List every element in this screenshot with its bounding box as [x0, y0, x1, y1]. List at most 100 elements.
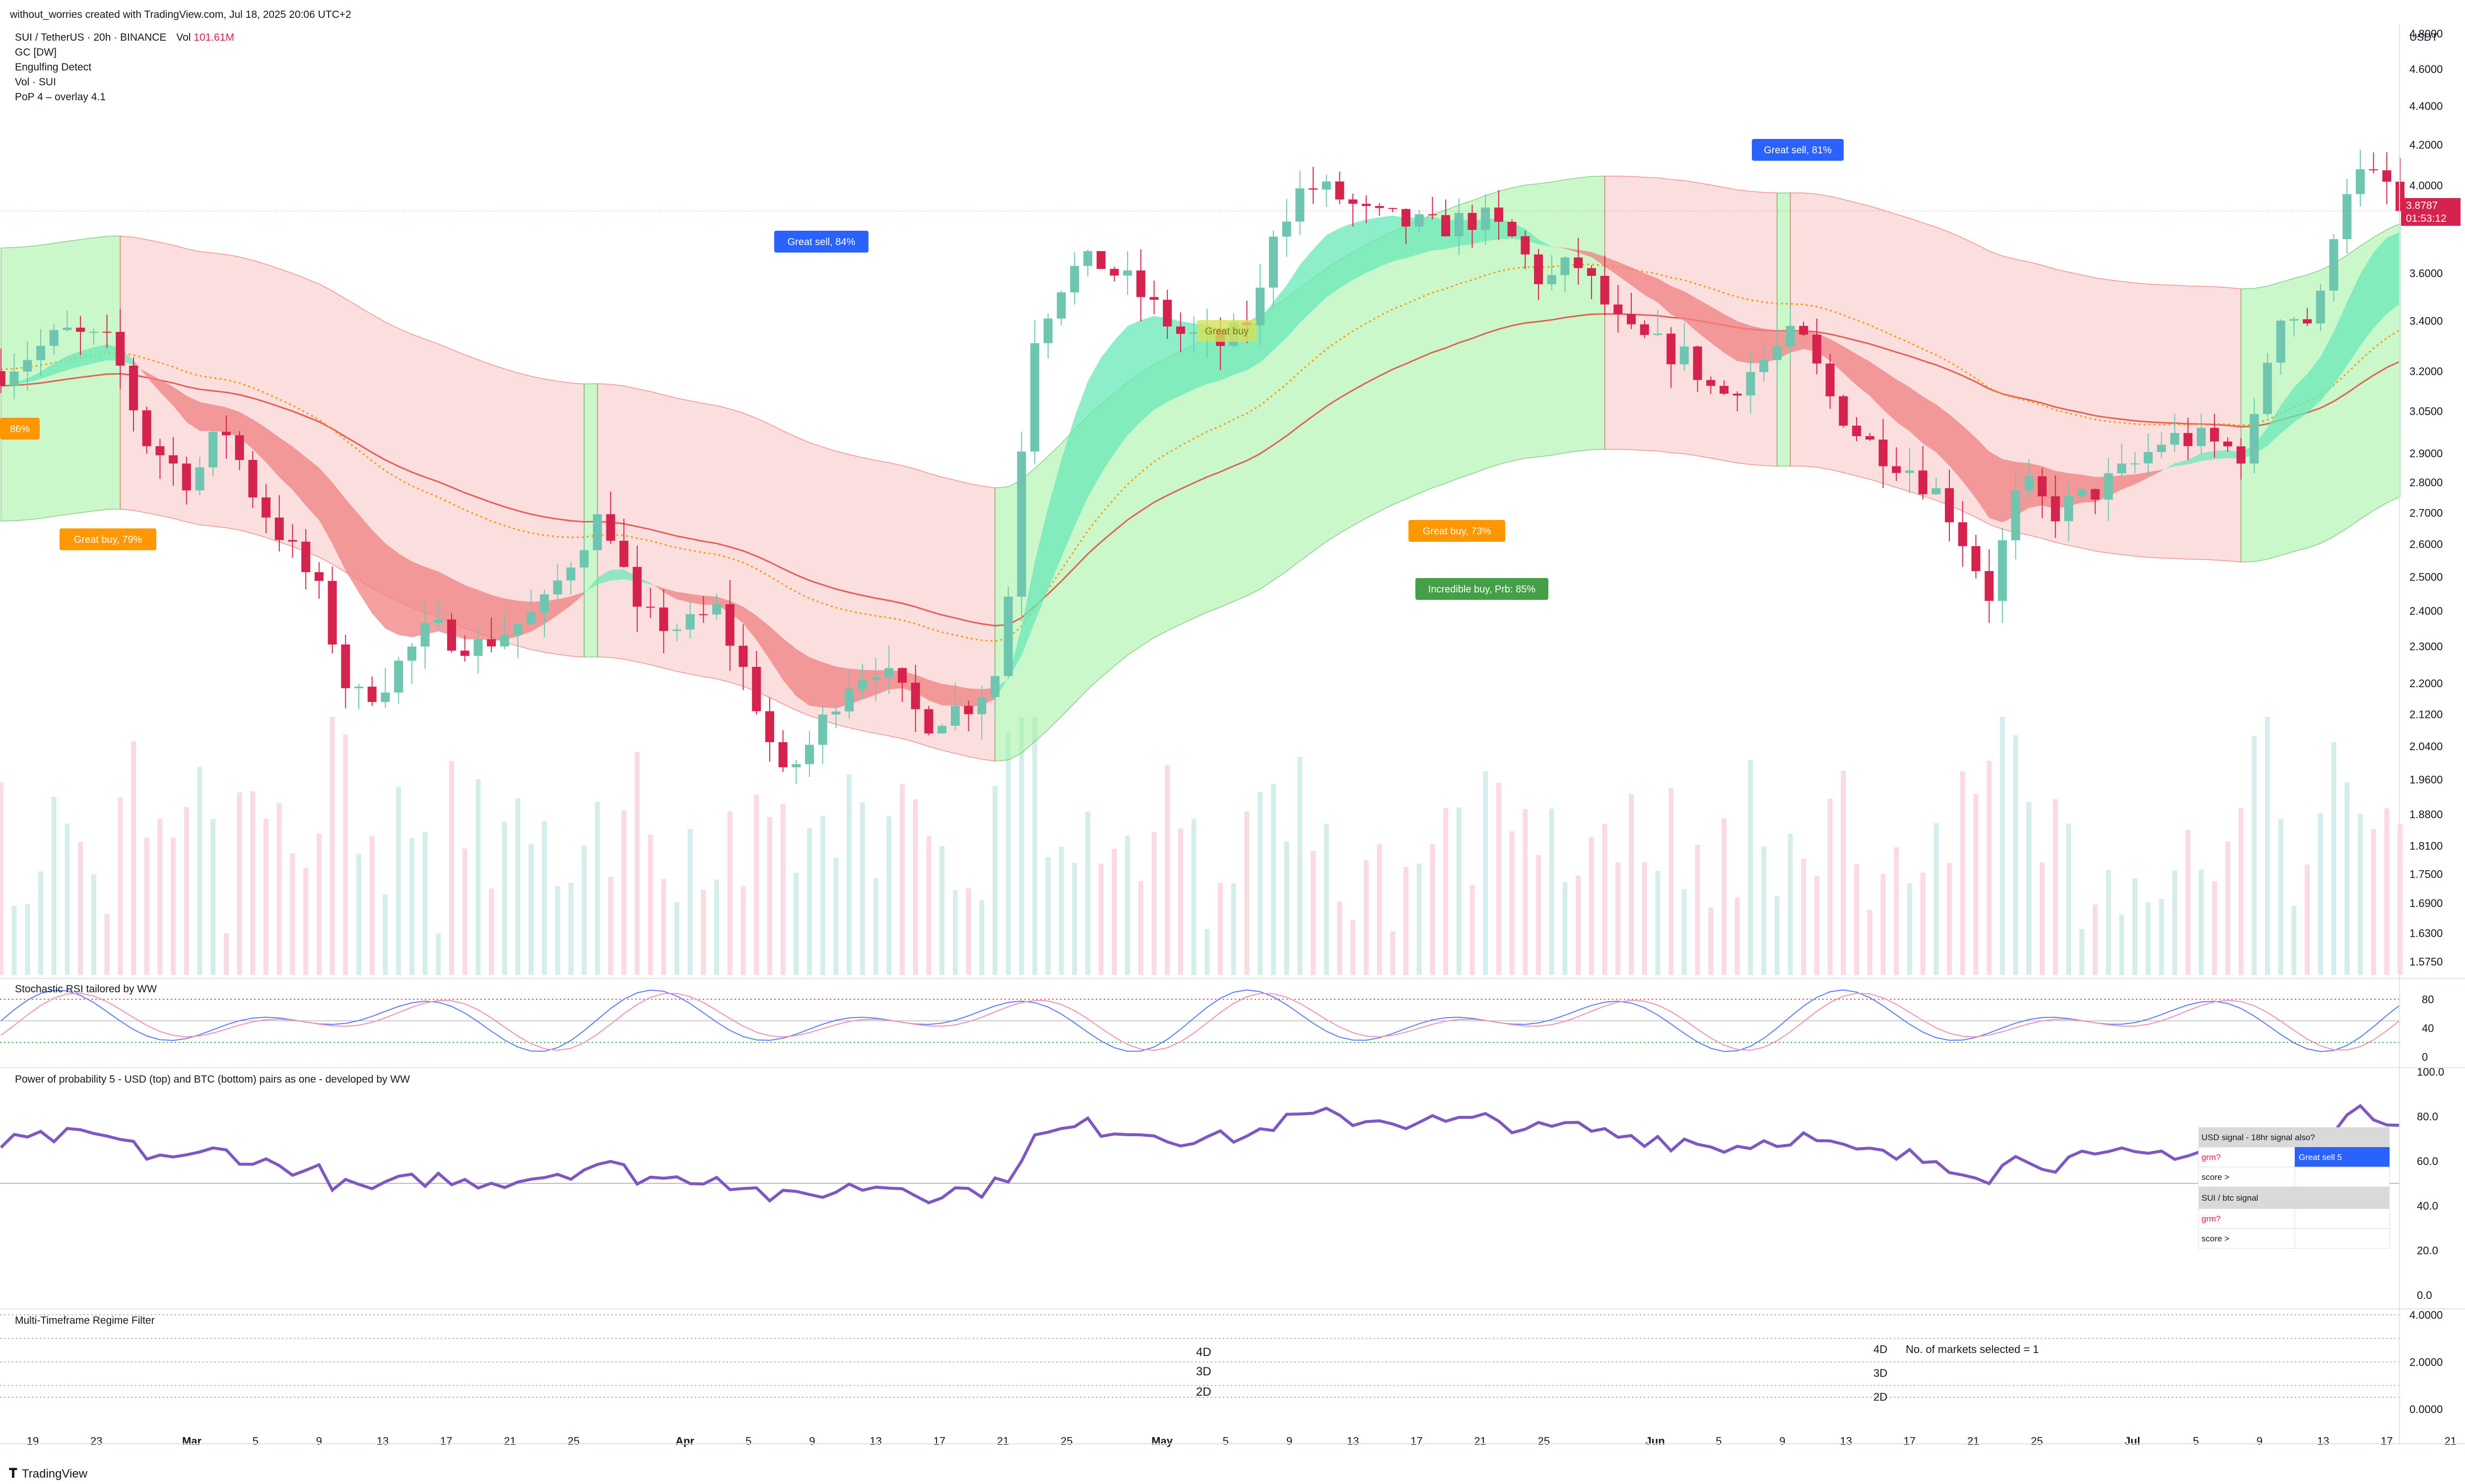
candle-down [898, 668, 907, 683]
volume-bar [1615, 862, 1621, 975]
price-tick-label: 2.8000 [2409, 476, 2443, 489]
mtf-panel-title[interactable]: Multi-Timeframe Regime Filter [15, 1315, 155, 1326]
bull-ribbon [995, 215, 1552, 700]
candle-up [2250, 414, 2259, 464]
price-tick-label: 1.6300 [2409, 927, 2443, 940]
candle-up [1057, 292, 1066, 319]
volume-bar [568, 883, 574, 975]
volume-bar [1867, 909, 1872, 975]
candle-down [2303, 319, 2312, 323]
candle-up [1043, 319, 1053, 343]
candle-down [2183, 433, 2193, 447]
volume-bar [1629, 794, 1634, 975]
volume-bars [0, 717, 2403, 975]
volume-bar [1999, 717, 2005, 975]
volume-bar [1456, 807, 1462, 975]
stoch-panel-title[interactable]: Stochastic RSI tailored by WW [15, 983, 157, 995]
date-tick-label: 9 [809, 1435, 815, 1447]
date-tick-label: Jul [2125, 1435, 2140, 1447]
pop-tick-label: 40.0 [2417, 1200, 2438, 1212]
volume-bar [91, 874, 96, 975]
candle-up [1070, 265, 1079, 293]
volume-bar [409, 838, 414, 975]
candle-up [500, 635, 509, 646]
volume-bar [2265, 717, 2270, 975]
volume-bar [1576, 875, 1581, 975]
candle-down [1640, 324, 1649, 335]
mtf-label-mid-4d: 4D [1196, 1346, 1211, 1359]
candle-up [871, 677, 880, 680]
indicator-legend-1[interactable]: Engulfing Detect [15, 62, 91, 73]
volume-bar [541, 821, 547, 975]
candle-down [1309, 188, 1318, 190]
volume-bar [2172, 870, 2178, 975]
candle-up [1679, 346, 1689, 365]
last-price-box [2401, 198, 2461, 226]
candle-down [1812, 334, 1821, 364]
candle-down [632, 567, 642, 607]
volume-bar [913, 799, 918, 975]
volume-bar [2384, 808, 2390, 975]
volume-bar [687, 829, 693, 975]
mtf-label-right-2d: 2D [1873, 1391, 1887, 1403]
volume-bar [1681, 889, 1687, 975]
candle-down [155, 446, 165, 455]
volume-bar [1443, 808, 1449, 975]
candle-up [1030, 343, 1040, 452]
volume-bar [51, 796, 57, 975]
candle-up [208, 432, 218, 468]
volume-bar [0, 782, 3, 975]
candle-down [1719, 386, 1729, 394]
volume-bar [264, 818, 269, 975]
volume-bar [250, 791, 256, 975]
volume-bar [661, 879, 666, 975]
date-tick-label: Jun [1646, 1435, 1665, 1447]
date-tick-label: 13 [2317, 1435, 2329, 1447]
date-tick-label: 9 [1779, 1435, 1785, 1447]
candle-down [1958, 522, 1967, 546]
candle-up [1256, 287, 1265, 325]
candle-down [1666, 333, 1676, 365]
indicator-legend-2[interactable]: Vol · SUI [15, 76, 56, 88]
volume-bar [2212, 881, 2217, 975]
date-tick-label: 21 [2444, 1435, 2456, 1447]
volume-bar [979, 900, 985, 975]
candle-down [1865, 436, 1874, 440]
candle-down [699, 614, 708, 615]
candle-down [1693, 346, 1702, 380]
volume-bar [1112, 848, 1117, 975]
price-tick-label: 2.5000 [2409, 571, 2443, 583]
candle-down [1388, 208, 1398, 209]
signal-label-text: Great buy, 79% [74, 534, 142, 545]
volume-bar [1761, 846, 1767, 975]
volume-bar [993, 786, 998, 975]
volume-bar [1059, 846, 1064, 975]
volume-bar [2357, 814, 2363, 975]
candle-down [778, 742, 788, 768]
candle-up [1932, 488, 1941, 495]
signal-label-text: Great buy, 73% [1423, 526, 1491, 537]
volume-bar [316, 833, 322, 975]
volume-bar [1642, 862, 1647, 975]
volume-bar [1085, 811, 1090, 975]
candle-down [182, 463, 191, 491]
volume-bar [1218, 883, 1223, 975]
volume-bar [1191, 818, 1197, 975]
signal-label-bg [1408, 520, 1505, 542]
candle-up [884, 668, 894, 677]
candle-down [1825, 363, 1835, 396]
indicator-legend-0[interactable]: GC [DW] [15, 47, 57, 58]
volume-bar [11, 905, 17, 975]
bull-band-segment [0, 235, 121, 522]
pop-panel-title[interactable]: Power of probability 5 - USD (top) and B… [15, 1074, 410, 1085]
pop-tick-label: 20.0 [2417, 1244, 2438, 1257]
date-tick-label: 17 [440, 1435, 452, 1447]
price-tick-label: 3.2000 [2409, 365, 2443, 378]
candle-up [593, 514, 602, 550]
candle-down [2223, 441, 2232, 447]
volume-bar [1708, 907, 1714, 975]
price-tick-label: 1.8800 [2409, 808, 2443, 821]
price-tick-label: 3.4000 [2409, 315, 2443, 327]
indicator-legend-3[interactable]: PoP 4 – overlay 4.1 [15, 91, 106, 103]
